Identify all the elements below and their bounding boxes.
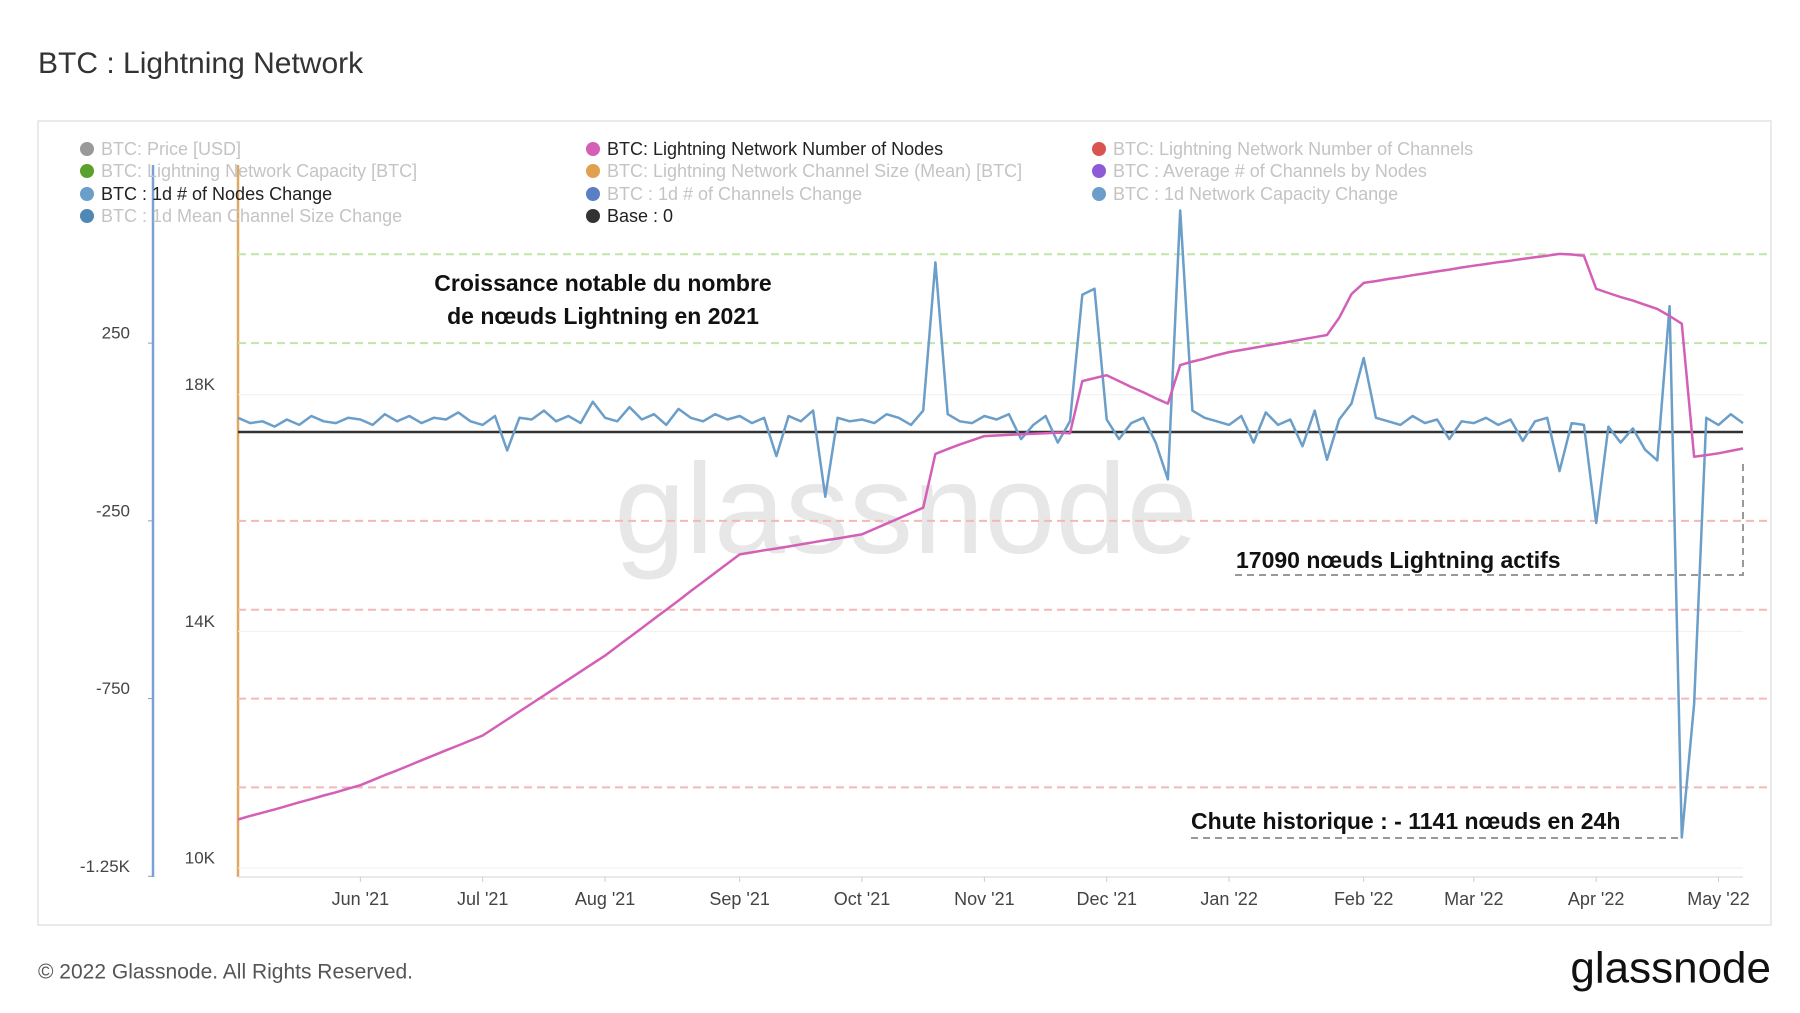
x-tick-label: Mar '22 — [1444, 889, 1503, 909]
copyright: © 2022 Glassnode. All Rights Reserved. — [38, 961, 413, 984]
annotation: de nœuds Lightning en 2021 — [447, 303, 759, 329]
y-tick-label: 18K — [185, 375, 216, 394]
legend-swatch — [80, 209, 94, 223]
x-tick-label: Apr '22 — [1568, 889, 1624, 909]
legend-swatch — [1092, 142, 1106, 156]
legend-label: Base : 0 — [607, 206, 673, 226]
legend-label: BTC: Lightning Network Channel Size (Mea… — [607, 161, 1022, 181]
legend-swatch — [80, 164, 94, 178]
x-tick-label: Jun '21 — [332, 889, 389, 909]
annotation: Croissance notable du nombre — [434, 270, 771, 296]
legend-label: BTC : 1d # of Nodes Change — [101, 184, 332, 204]
y-tick-label: 10K — [185, 848, 216, 867]
legend-swatch — [1092, 187, 1106, 201]
legend-label: BTC: Lightning Network Number of Channel… — [1113, 139, 1473, 159]
y2-tick-label: -1.25K — [80, 857, 131, 876]
legend-label: BTC: Price [USD] — [101, 139, 241, 159]
x-tick-label: Aug '21 — [575, 889, 636, 909]
x-tick-label: Jul '21 — [457, 889, 508, 909]
x-tick-label: Jan '22 — [1200, 889, 1257, 909]
y2-tick-label: 250 — [102, 324, 130, 343]
x-tick-label: Nov '21 — [954, 889, 1014, 909]
legend-swatch — [586, 209, 600, 223]
legend-label: BTC : 1d Mean Channel Size Change — [101, 206, 402, 226]
series-line — [237, 252, 1744, 821]
x-tick-label: Dec '21 — [1077, 889, 1137, 909]
legend-swatch — [80, 187, 94, 201]
legend-label: BTC: Lightning Network Number of Nodes — [607, 139, 943, 159]
legend-swatch — [1092, 164, 1106, 178]
x-tick-label: Feb '22 — [1334, 889, 1393, 909]
y-tick-label: 14K — [185, 612, 216, 631]
legend-label: BTC : 1d # of Channels Change — [607, 184, 862, 204]
legend-swatch — [586, 187, 600, 201]
annotation: 17090 nœuds Lightning actifs — [1236, 547, 1561, 573]
legend-label: BTC : Average # of Channels by Nodes — [1113, 161, 1427, 181]
x-tick-label: Oct '21 — [834, 889, 890, 909]
y2-tick-label: -250 — [96, 501, 130, 520]
watermark: glassnode — [614, 438, 1198, 581]
legend-swatch — [586, 142, 600, 156]
legend-swatch — [586, 164, 600, 178]
chart-frame — [37, 120, 1772, 926]
annotation: Chute historique : - 1141 nœuds en 24h — [1191, 808, 1620, 834]
legend-swatch — [80, 142, 94, 156]
legend-label: BTC : 1d Network Capacity Change — [1113, 184, 1398, 204]
series-line — [237, 209, 1744, 839]
annotation-bracket — [1235, 459, 1744, 576]
chart-title: BTC : Lightning Network — [38, 47, 364, 80]
x-tick-label: May '22 — [1687, 889, 1749, 909]
legend-label: BTC: Lightning Network Capacity [BTC] — [101, 161, 417, 181]
logo: glassnode — [1570, 944, 1771, 993]
x-tick-label: Sep '21 — [709, 889, 770, 909]
y2-tick-label: -750 — [96, 679, 130, 698]
